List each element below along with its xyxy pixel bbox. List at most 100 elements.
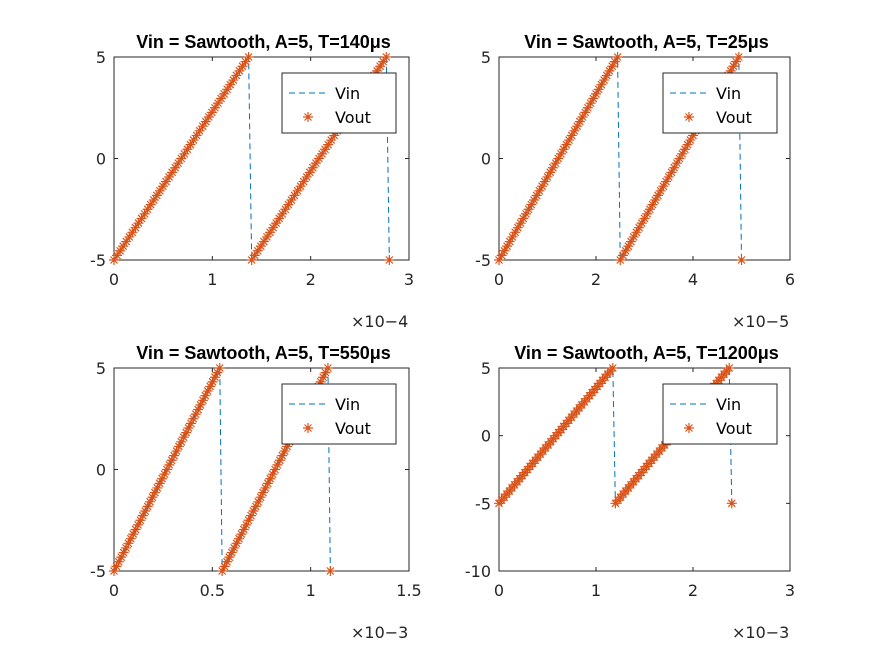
legend-vout-label: Vout	[335, 108, 371, 127]
vout-point	[564, 135, 575, 146]
vout-point	[193, 404, 204, 415]
legend-vin-label: Vin	[335, 395, 360, 414]
vout-point	[601, 70, 612, 81]
vout-point	[152, 482, 163, 493]
legend-vout-swatch	[303, 423, 313, 433]
vout-point	[626, 236, 637, 247]
vout-point	[317, 148, 328, 159]
vout-point	[313, 153, 324, 164]
vout-point	[209, 372, 220, 383]
vout-point	[213, 98, 224, 109]
vout-point	[325, 566, 336, 576]
vout-point	[547, 162, 558, 173]
vout-point	[265, 227, 276, 238]
vout-point	[307, 162, 318, 173]
vout-point	[237, 61, 248, 72]
vout-point	[262, 478, 273, 489]
vout-point	[188, 413, 199, 424]
x-tick-label: 3	[785, 581, 795, 600]
vout-point	[133, 218, 144, 229]
vout-point	[642, 208, 653, 219]
vout-point	[315, 376, 326, 387]
vout-point	[639, 213, 650, 224]
vout-point	[166, 455, 177, 466]
vout-point	[728, 61, 739, 72]
vout-point	[161, 464, 172, 475]
x-tick-label: 1	[591, 581, 601, 600]
vout-point	[650, 195, 661, 206]
vout-point	[212, 367, 223, 378]
vout-point	[726, 498, 737, 509]
vout-point	[283, 199, 294, 210]
x-tick-label: 0	[494, 270, 504, 289]
x-exponent-label: ×10−4	[351, 312, 408, 331]
vout-point	[270, 464, 281, 475]
vout-point	[151, 190, 162, 201]
vout-point	[272, 459, 283, 470]
vout-point	[539, 176, 550, 187]
vout-point	[724, 363, 735, 373]
vout-point	[636, 218, 647, 229]
x-tick-label: 2	[688, 581, 698, 600]
vout-point	[612, 52, 623, 62]
legend-vout-swatch	[684, 423, 694, 433]
x-tick-label: 2	[306, 270, 316, 289]
vout-point	[526, 199, 537, 210]
x-tick-label: 0.5	[200, 581, 225, 600]
legend: Vin Vout	[662, 383, 778, 445]
vout-point	[271, 218, 282, 229]
vout-point	[617, 250, 628, 261]
vout-point	[499, 245, 510, 256]
vout-point	[537, 181, 548, 192]
vout-point	[128, 529, 139, 540]
vout-point	[149, 487, 160, 498]
vout-point	[326, 135, 337, 146]
y-tick-label: -10	[465, 562, 491, 581]
vout-point	[206, 107, 217, 118]
legend-vout-swatch	[684, 112, 694, 122]
vout-point	[292, 185, 303, 196]
legend-box	[662, 383, 778, 445]
vout-point	[154, 478, 165, 489]
vout-point	[620, 245, 631, 256]
vout-point	[115, 245, 126, 256]
vout-point	[148, 195, 159, 206]
vout-point	[233, 533, 244, 544]
vout-point	[268, 222, 279, 233]
legend: Vin Vout	[281, 72, 397, 134]
legend-vin-label: Vin	[716, 84, 741, 103]
vout-point	[173, 441, 184, 452]
vout-point	[274, 455, 285, 466]
vout-point	[250, 501, 261, 512]
vout-point	[130, 524, 141, 535]
vout-point	[191, 130, 202, 141]
vout-point	[118, 547, 129, 558]
vout-point	[615, 255, 626, 265]
vout-point	[494, 255, 504, 265]
vout-point	[545, 167, 556, 178]
chart-title: Vin = Sawtooth, A=5, T=140μs	[136, 32, 391, 52]
vout-point	[197, 395, 208, 406]
vout-point	[200, 390, 211, 401]
vout-point	[195, 399, 206, 410]
vout-point	[725, 65, 736, 76]
vout-point	[137, 510, 148, 521]
x-tick-label: 0	[109, 581, 119, 600]
chart-title: Vin = Sawtooth, A=5, T=550μs	[136, 343, 391, 363]
vout-point	[243, 52, 254, 62]
legend-box	[662, 72, 778, 134]
vout-point	[631, 227, 642, 238]
vout-point	[593, 84, 604, 95]
vout-point	[234, 65, 245, 76]
vout-point	[280, 204, 291, 215]
x-tick-label: 1.5	[396, 581, 421, 600]
vout-point	[217, 566, 228, 576]
vout-point	[255, 241, 266, 252]
vout-point	[194, 125, 205, 136]
vout-point	[685, 135, 696, 146]
x-tick-label: 0	[494, 581, 504, 600]
vout-point	[671, 158, 682, 169]
vout-point	[205, 381, 216, 392]
